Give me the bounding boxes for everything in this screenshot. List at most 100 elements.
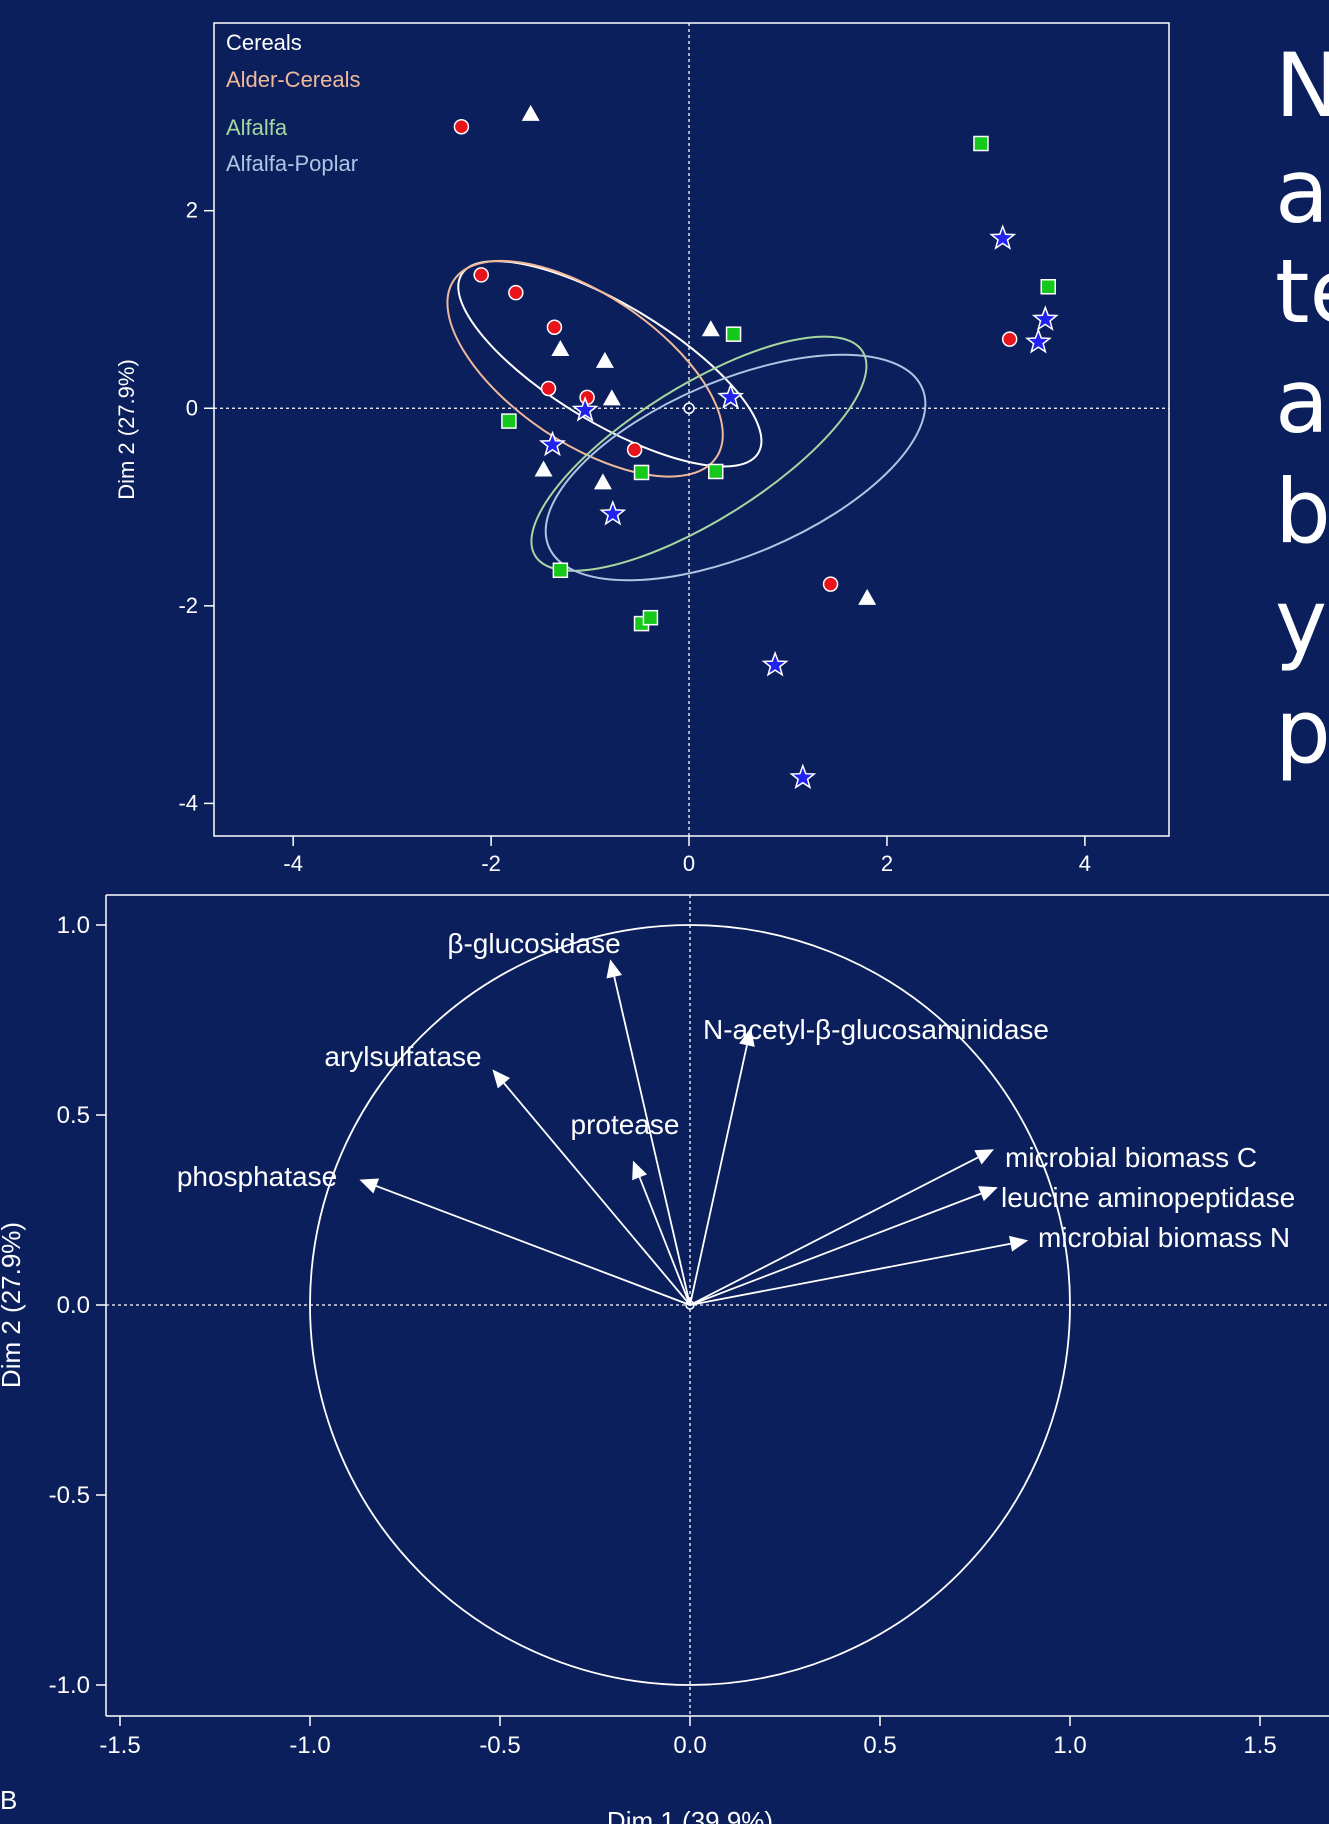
x-tick-label: 1.0 [1053,1732,1086,1759]
y-axis-label: Dim 2 (27.9%) [114,359,139,500]
point-cereals [701,320,720,337]
point-alder-cereals [473,267,489,283]
point-cereals [551,339,570,356]
legend-entry-alfalfa: Alfalfa [226,115,288,140]
side-text-line-3: te [1275,240,1329,343]
side-text-line-4: a [1275,350,1329,453]
point-alfalfa-poplar [599,499,627,526]
score-plot: -4 -2 0 2 4 -4 -2 0 2 Dim 2 (27.9%) Cereals Alder-C… [114,22,1170,876]
vector-head-microbial-biomass-c [974,1149,994,1165]
vector-head-n-acetyl-glucosaminidase [739,1027,755,1047]
vector-label-phosphatase: phosphatase [177,1161,337,1192]
side-text-line-2: a [1275,140,1329,243]
vector-n-acetyl-glucosaminidase [689,1044,748,1306]
y-tick-label: 0.5 [57,1102,90,1129]
ellipse-alfalfa [530,335,868,572]
unit-circle [309,924,1071,1686]
point-cereals [593,473,612,490]
vector-microbial-biomass-c [689,1156,979,1306]
y-tick-label: -0.5 [49,1482,90,1509]
vector-head-phosphatase [359,1178,380,1194]
side-text-line-5: b [1275,460,1329,563]
x-tick-label: -1.0 [289,1732,330,1759]
vector-arylsulfatase [503,1082,691,1306]
point-alfalfa-poplar [761,650,789,677]
vector-head-protease [632,1160,648,1181]
point-alfalfa [707,463,724,480]
point-alder-cereals [540,380,557,397]
vector-label-protease: protease [571,1109,680,1140]
x-tick-label: 1.5 [1243,1732,1276,1759]
vector-label-leucine-aminopeptidase: leucine aminopeptidase [1001,1182,1295,1213]
legend-entry-alfalfa-poplar: Alfalfa-Poplar [226,151,358,176]
point-alfalfa-poplar [571,396,599,422]
y-axis-label: Dim 2 (27.9%) [0,1222,26,1388]
point-cereals [602,389,621,406]
x-tick-label: 0.5 [863,1732,896,1759]
x-tick-label: 2 [881,851,893,876]
point-alfalfa-poplar [789,763,817,790]
point-alfalfa [552,562,569,579]
point-alfalfa [973,135,989,152]
origin-marker [683,402,695,415]
point-alfalfa [633,464,650,481]
x-tick-label: -1.5 [99,1732,140,1759]
x-tick-label: -2 [481,851,501,876]
point-alfalfa-poplar [1024,327,1052,354]
vector-protease [638,1177,691,1306]
point-alfalfa [501,413,517,429]
point-alder-cereals [508,284,524,301]
vector-phosphatase [375,1185,691,1306]
point-alfalfa-poplar [717,383,745,409]
ellipse-alfalfa-poplar [544,353,927,582]
vector-head-leucine-aminopeptidase [978,1186,998,1202]
y-tick-label: 2 [186,198,198,223]
corner-fragment: B [0,1785,18,1815]
x-tick-label: 0.0 [673,1732,706,1759]
point-alder-cereals [453,118,470,135]
point-alder-cereals [822,576,839,592]
vector-glucosidase [613,976,691,1306]
point-alfalfa [642,609,659,626]
y-tick-label: 0.0 [57,1292,90,1319]
point-alfalfa [725,326,742,342]
plot-frame [213,22,1170,837]
vector-head-microbial-biomass-n [1009,1235,1029,1252]
vector-leucine-aminopeptidase [689,1192,982,1306]
point-alfalfa [1040,279,1057,295]
y-tick-label: -1.0 [49,1672,90,1699]
origin-marker [685,1300,695,1310]
vector-microbial-biomass-n [689,1242,1011,1306]
x-tick-label: -4 [283,851,303,876]
vector-label-microbial-biomass-c: microbial biomass C [1005,1142,1257,1173]
x-axis-label: Dim 1 (39.9%) [607,1806,773,1824]
ellipse-alder-cereals [446,259,724,478]
point-alfalfa-poplar [1031,305,1059,331]
vector-label-microbial-biomass-n: microbial biomass N [1038,1222,1290,1253]
point-alder-cereals [546,319,563,336]
x-tick-label: 0 [683,851,695,876]
point-cereals [858,588,877,605]
y-tick-label: -2 [178,593,198,618]
y-tick-label: -4 [178,790,198,815]
y-tick-label: 1.0 [57,912,90,939]
legend-entry-cereals: Cereals [226,30,302,55]
legend-entry-alder-cereals: Alder-Cereals [226,67,361,92]
point-cereals [595,351,614,368]
point-cereals [534,460,553,477]
point-alder-cereals [1001,331,1018,347]
point-alfalfa-poplar [989,224,1017,250]
vector-head-glucosidase [606,959,623,979]
vector-label-glucosidase: β-glucosidase [447,928,620,959]
vector-label-n-acetyl-glucosaminidase: N-acetyl-β-glucosaminidase [703,1014,1049,1045]
side-text-line-6: yo [1275,570,1329,673]
x-tick-label: 4 [1079,851,1091,876]
side-text-line-1: N [1275,34,1329,137]
point-alfalfa-poplar [538,430,566,457]
x-tick-label: -0.5 [479,1732,520,1759]
vector-label-arylsulfatase: arylsulfatase [324,1041,481,1072]
point-cereals [521,104,540,121]
vector-head-arylsulfatase [492,1069,511,1089]
